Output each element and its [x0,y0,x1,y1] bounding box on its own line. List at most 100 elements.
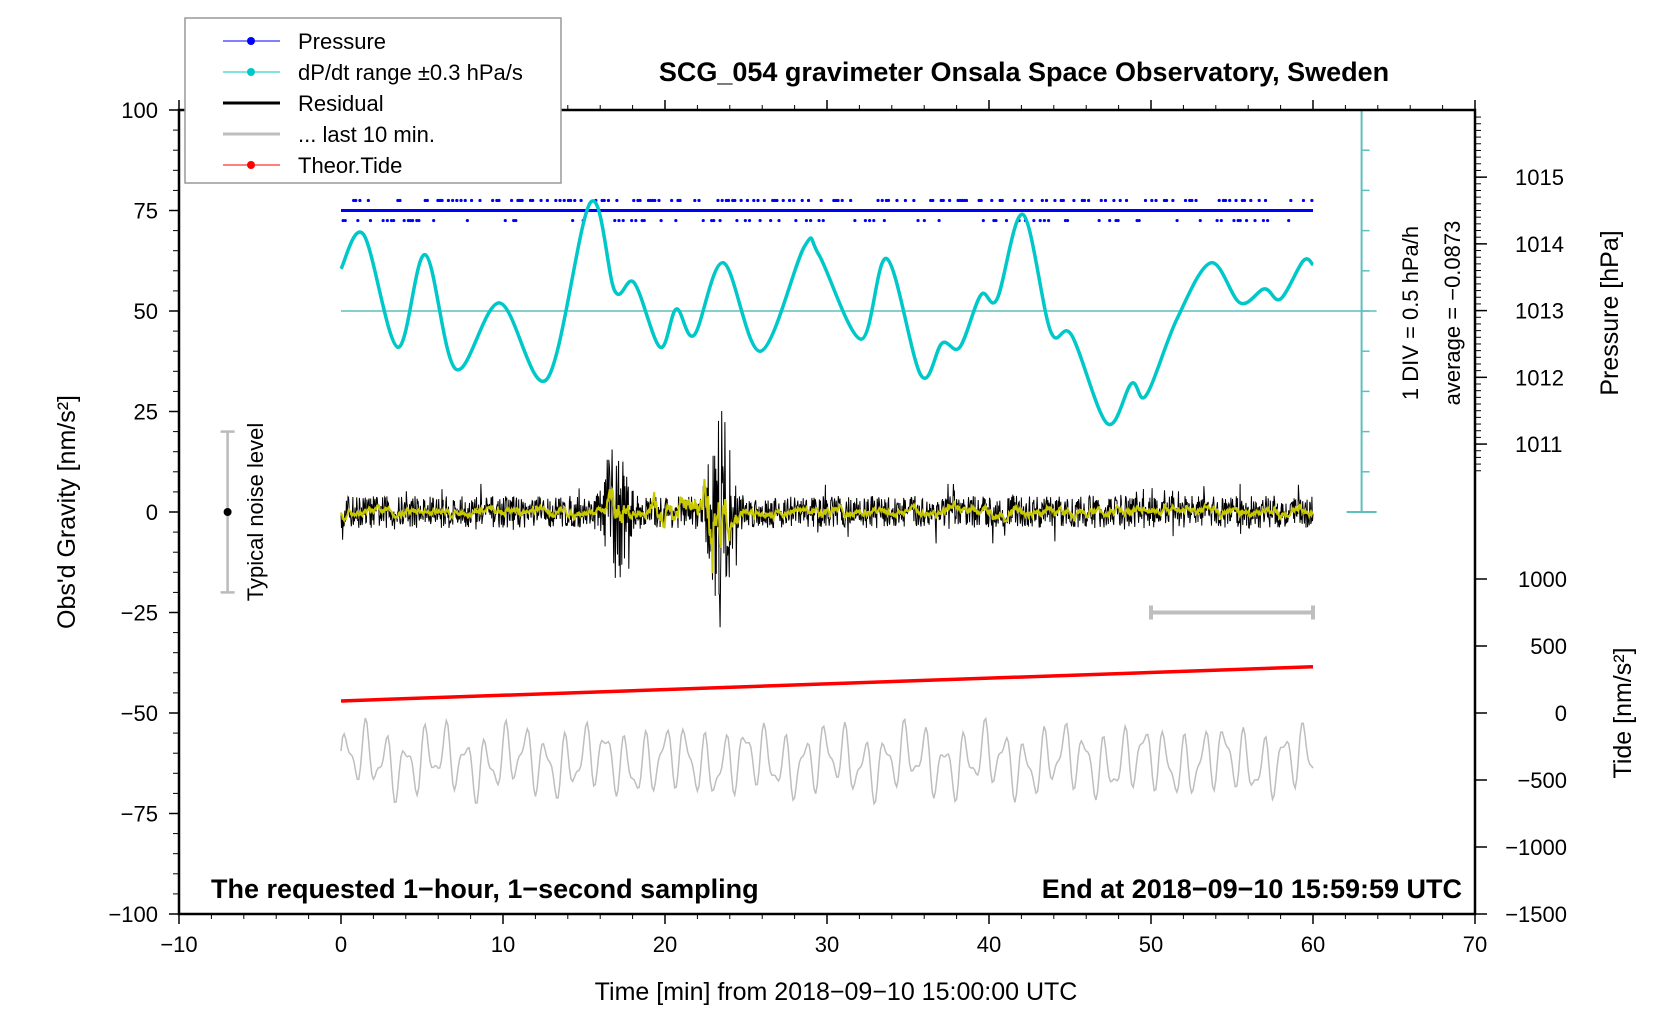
pressure-point [819,198,823,203]
legend-label: Theor.Tide [298,153,402,178]
tide-tick-label: −500 [1517,768,1567,793]
pressure-point [1044,198,1049,203]
pressure-point [1263,198,1268,203]
pressure-point [503,218,507,223]
pressure-point [554,198,558,203]
pressure-point [356,218,360,223]
pressure-point [1021,198,1025,203]
pressure-point [1194,198,1198,203]
pressure-point [1097,218,1101,223]
pressure-point [562,198,566,203]
pressure-point [800,198,804,203]
pressure-point [726,198,731,203]
pressure-point [809,218,813,223]
pressure-point [630,218,634,223]
pressure-tick-label: 1015 [1515,165,1564,190]
pressure-point [756,198,760,203]
pressure-point [343,218,347,223]
pressure-point [1000,198,1004,203]
pressure-tick-label: 1012 [1515,365,1564,390]
pressure-point [1219,218,1223,223]
pressure-point [948,198,952,203]
pressure-point [747,218,752,223]
pressure-point [718,218,722,223]
y-tick-label: 100 [121,98,158,123]
annotation-noise-level: Typical noise level [243,423,268,602]
pressure-point [1013,198,1017,203]
x-tick-label: 60 [1301,932,1325,957]
pressure-point [385,218,389,223]
pressure-point [1183,198,1188,203]
pressure-point [1065,218,1070,223]
tide-tick-label: 500 [1530,634,1567,659]
pressure-point [1261,218,1266,223]
pressure-point [1228,198,1232,203]
pressure-point [657,198,661,203]
noise-level-point [223,508,232,516]
pressure-point [368,218,373,223]
pressure-point [1190,198,1194,203]
annotation-sampling: The requested 1−hour, 1−second sampling [211,874,759,904]
tide-tick-label: −1500 [1505,902,1567,927]
annotation-div: 1 DIV = 0.5 hPa/h [1398,226,1423,400]
pressure-point [769,218,773,223]
pressure-point [613,218,617,223]
pressure-point [402,218,406,223]
y-tick-label: 25 [134,400,158,425]
pressure-point [653,198,657,203]
pressure-tick-label: 1014 [1515,232,1564,257]
pressure-point [1103,198,1108,203]
tide-series-line [340,665,1314,703]
pressure-point [863,218,867,223]
pressure-point [670,198,674,203]
pressure-point [451,198,455,203]
pressure-point [568,198,573,203]
pressure-tick-label: 1013 [1515,299,1564,324]
pressure-point [912,198,916,203]
x-axis-label: Time [min] from 2018−09−10 15:00:00 UTC [595,978,1078,1006]
tide-tick-label: 1000 [1518,567,1567,592]
pressure-point [840,198,844,203]
pressure-point [701,218,705,223]
pressure-point [735,218,739,223]
pressure-point [674,218,678,223]
y-tick-label: −100 [108,902,158,927]
pressure-point [602,198,606,203]
y-tick-label: −50 [121,701,158,726]
pressure-point [366,198,370,203]
pressure-point [775,198,779,203]
pressure-point [886,198,891,203]
x-tick-label: 20 [653,932,677,957]
pressure-point [1301,198,1306,203]
pressure-point [455,198,459,203]
pressure-point [1042,218,1047,223]
pressure-point [937,218,941,223]
pressure-point [358,198,362,203]
pressure-point [509,198,514,203]
pressure-point [659,218,663,223]
pressure-point [411,218,415,223]
legend-marker [247,68,255,76]
pressure-point [545,198,549,203]
pressure-point [964,198,969,203]
pressure-tick-label: 1011 [1515,432,1562,457]
residual-series-line [340,410,1314,628]
pressure-point [514,218,518,223]
pressure-point [1238,218,1242,223]
pressure-point [806,198,811,203]
x-tick-label: 50 [1139,932,1163,957]
pressure-point [777,218,781,223]
legend-label: Pressure [298,29,386,54]
y-tick-label: −75 [121,802,158,827]
residual-smoothed-line [340,478,1314,574]
pressure-point [1004,218,1009,223]
tide-tick-label: 0 [1555,701,1567,726]
pressure-point [1287,218,1291,223]
pressure-point [836,198,840,203]
pressure-point [579,198,583,203]
pressure-point [1072,198,1076,203]
x-tick-label: 30 [815,932,839,957]
pressure-point [1032,218,1036,223]
pressure-point [697,198,701,203]
pressure-point [381,218,385,223]
